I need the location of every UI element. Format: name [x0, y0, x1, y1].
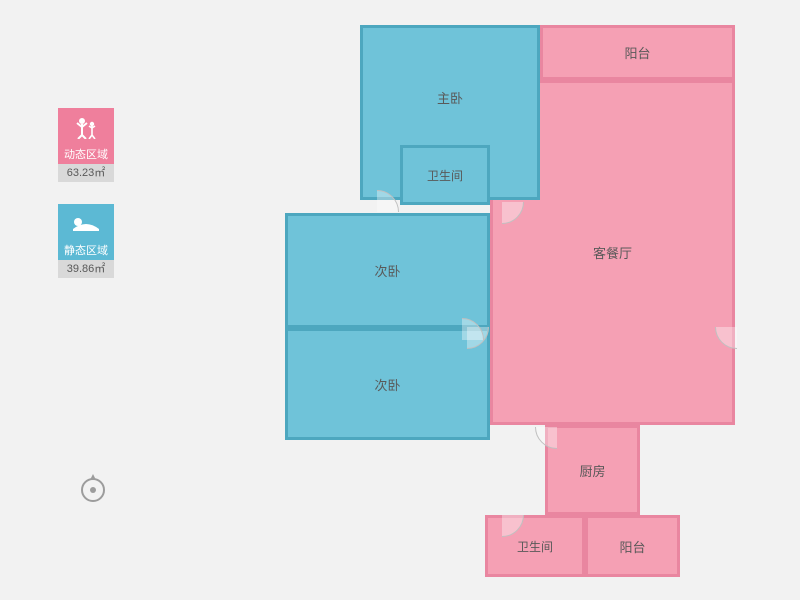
- legend-static-value: 39.86㎡: [58, 260, 114, 278]
- room-label: 次卧: [374, 261, 400, 280]
- legend-static: 静态区域 39.86㎡: [58, 204, 114, 278]
- legend-panel: 动态区域 63.23㎡ 静态区域 39.86㎡: [58, 108, 114, 300]
- compass-icon: [78, 470, 108, 500]
- legend-static-label: 静态区域: [58, 242, 114, 260]
- room-label: 卫生间: [427, 167, 463, 184]
- floorplan: 客餐厅 阳台 主卧 卫生间 次卧 次卧 厨房 卫生间 阳台: [285, 25, 745, 577]
- room-balcony-top: 阳台: [540, 25, 735, 80]
- room-label: 厨房: [579, 461, 605, 480]
- room-bathroom-1: 卫生间: [400, 145, 490, 205]
- room-balcony-bottom: 阳台: [585, 515, 680, 577]
- room-bathroom-2: 卫生间: [485, 515, 585, 577]
- sleep-icon: [58, 204, 114, 242]
- room-label: 客餐厅: [593, 243, 632, 262]
- room-label: 卫生间: [517, 538, 553, 555]
- room-label: 阳台: [624, 43, 650, 62]
- room-bedroom-3: 次卧: [285, 328, 490, 440]
- legend-dynamic-label: 动态区域: [58, 146, 114, 164]
- room-kitchen: 厨房: [545, 425, 640, 515]
- people-icon: [58, 108, 114, 146]
- room-bedroom-2: 次卧: [285, 213, 490, 328]
- room-label: 阳台: [619, 537, 645, 556]
- legend-dynamic-value: 63.23㎡: [58, 164, 114, 182]
- room-label: 主卧: [437, 88, 463, 107]
- legend-dynamic: 动态区域 63.23㎡: [58, 108, 114, 182]
- room-label: 次卧: [374, 375, 400, 394]
